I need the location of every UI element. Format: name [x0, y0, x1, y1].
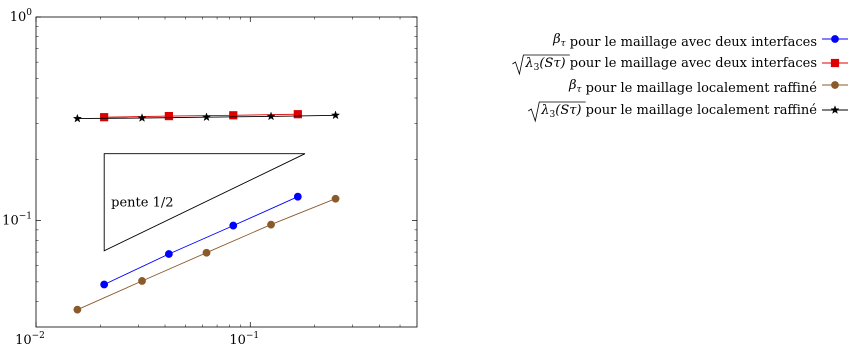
data-point: [330, 110, 341, 120]
data-point: [293, 192, 302, 201]
data-point: [201, 112, 212, 122]
data-point: [267, 220, 275, 229]
data-point: [293, 110, 302, 119]
x-tick-label: 10−2: [15, 331, 45, 348]
data-point: [266, 111, 276, 121]
slope-triangle: [103, 153, 306, 252]
legend: βτ pour le maillage avec deux interfaces…: [512, 32, 848, 123]
legend-marker: [831, 81, 839, 89]
data-point: [137, 113, 147, 122]
legend-label: λ3(Sτ) pour le maillage localement raffi…: [540, 103, 817, 120]
data-point: [202, 248, 211, 257]
legend-marker: [831, 35, 839, 43]
sqrt-sign: [528, 101, 586, 123]
data-point: [331, 194, 340, 203]
legend-label: βτ pour le maillage avec deux interfaces: [552, 32, 817, 50]
data-point: [229, 221, 238, 230]
data-point: [138, 277, 146, 285]
x-tick-label: 10−1: [229, 331, 259, 348]
series-line-2: [104, 113, 298, 118]
series-line-1: [104, 196, 298, 285]
legend-marker: [830, 58, 840, 68]
data-point: [229, 111, 238, 120]
data-point: [100, 113, 109, 122]
axes: 10−2 10−1 100 10−1: [2, 8, 418, 348]
axis-frame: [35, 16, 418, 328]
legend-label: λ3(Sτ) pour le maillage avec deux interf…: [524, 56, 817, 73]
data-point: [72, 113, 82, 123]
sqrt-sign: [512, 54, 570, 76]
data-point: [73, 305, 82, 314]
legend-marker: [830, 105, 840, 114]
plot-area: pente 1/2: [72, 110, 341, 314]
data-point: [164, 250, 173, 258]
legend-label: βτ pour le maillage localement raffiné: [568, 78, 817, 96]
y-tick-label: 100: [10, 8, 33, 25]
y-tick-label: 10−1: [2, 212, 32, 229]
data-point: [164, 111, 173, 121]
data-point: [100, 280, 109, 289]
slope-label: pente 1/2: [111, 195, 173, 210]
